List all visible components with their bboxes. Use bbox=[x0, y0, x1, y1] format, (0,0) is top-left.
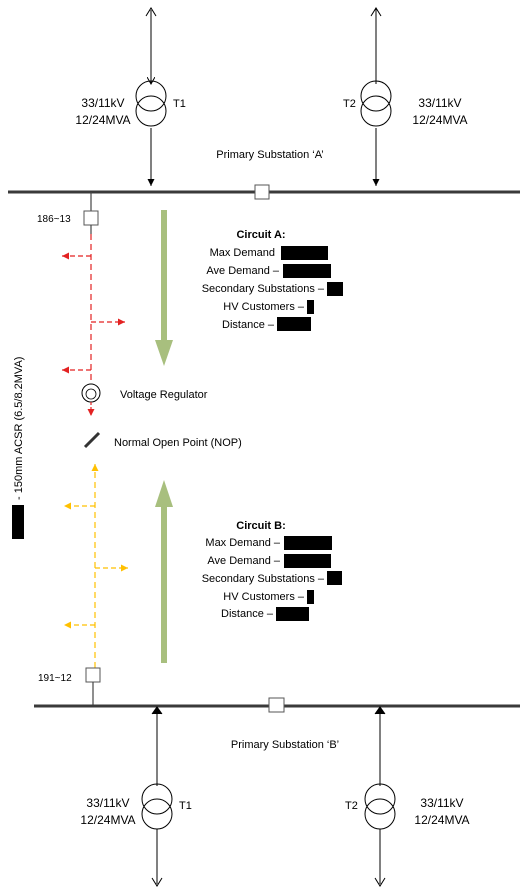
circuit-b-max-demand: Max Demand – bbox=[205, 537, 280, 549]
substation-a-title: Primary Substation ‘A’ bbox=[216, 149, 323, 161]
circuit-a-max-demand: Max Demand bbox=[210, 247, 275, 259]
t2-a-kv: 33/11kV bbox=[418, 96, 461, 110]
t1-a-winding-bottom bbox=[135, 95, 167, 127]
conductor-label: - 150mm ACSR (6.5/8.2MVA) bbox=[13, 357, 25, 500]
circuit-a-hv-customers-redaction bbox=[307, 300, 314, 314]
t2-a-winding-top bbox=[360, 80, 392, 112]
circuit-b-flow-shaft bbox=[161, 505, 167, 663]
t2-b-winding-top bbox=[364, 783, 396, 815]
circuit-b-flow-head bbox=[155, 480, 173, 507]
substation-b: Primary Substation ‘B’ T1 33/11kV 12/24M… bbox=[34, 697, 520, 887]
circuit-a-ave-demand: Ave Demand – bbox=[206, 265, 279, 277]
circuit-a-max-demand-redaction bbox=[281, 246, 328, 260]
conductor-redaction bbox=[12, 505, 24, 539]
t1-b-mva: 12/24MVA bbox=[80, 813, 135, 827]
substation-a: T1 33/11kV 12/24MVA T2 33/11kV 12/24MVA … bbox=[8, 7, 520, 200]
t2-a-label: T2 bbox=[343, 98, 356, 110]
circuit-b-title: Circuit B: bbox=[236, 520, 286, 532]
breaker-191-12-label: 191~12 bbox=[38, 673, 72, 684]
circuit-a-distance: Distance – bbox=[222, 319, 275, 331]
circuit-a-flow-head bbox=[155, 340, 173, 366]
t2-a-mva: 12/24MVA bbox=[412, 113, 467, 127]
circuit-b-ave-demand-redaction bbox=[284, 554, 331, 568]
flow-arrows bbox=[155, 210, 173, 663]
t1-b-down-arrow bbox=[151, 877, 163, 887]
circuit-b-secondary-substations: Secondary Substations – bbox=[202, 573, 325, 585]
t1-a-mva: 12/24MVA bbox=[75, 113, 130, 127]
substation-b-title: Primary Substation ‘B’ bbox=[231, 739, 339, 751]
t2-b-mva: 12/24MVA bbox=[414, 813, 469, 827]
breaker-191-12 bbox=[85, 667, 101, 683]
nop-switch-icon bbox=[83, 431, 101, 449]
circuit-b-hv-customers: HV Customers – bbox=[223, 591, 305, 603]
circuit-a-ave-demand-redaction bbox=[283, 264, 331, 278]
bus-coupler-b bbox=[268, 697, 285, 713]
circuit-a-title: Circuit A: bbox=[236, 229, 285, 241]
circuit-a-flow-shaft bbox=[161, 210, 167, 342]
circuit-b-hv-customers-redaction bbox=[307, 590, 314, 604]
circuit-b-distance: Distance – bbox=[221, 608, 274, 620]
t1-a-winding-top bbox=[135, 80, 167, 112]
circuit-b-secondary-redaction bbox=[327, 571, 342, 585]
circuit-a-secondary-substations: Secondary Substations – bbox=[202, 283, 325, 295]
circuit-a-hv-customers: HV Customers – bbox=[223, 301, 305, 313]
t2-b-label: T2 bbox=[345, 800, 358, 812]
circuit-a-distance-redaction bbox=[277, 317, 311, 331]
t2-a-winding-bottom bbox=[360, 95, 392, 127]
circuit-a-secondary-redaction bbox=[327, 282, 343, 296]
t1-b-label: T1 bbox=[179, 800, 192, 812]
bus-coupler-a bbox=[254, 184, 270, 200]
t1-a-incoming-arrow bbox=[145, 7, 157, 17]
voltage-regulator-inner bbox=[85, 388, 97, 400]
nop-label: Normal Open Point (NOP) bbox=[114, 437, 242, 449]
circuit-b-ave-demand: Ave Demand – bbox=[207, 555, 280, 567]
circuit-b-max-demand-redaction bbox=[284, 536, 332, 550]
t1-a-label: T1 bbox=[173, 98, 186, 110]
circuit-b-info: Circuit B: Max Demand – Ave Demand – Sec… bbox=[202, 520, 342, 621]
t2-b-kv: 33/11kV bbox=[420, 796, 463, 810]
breaker-186-13-label: 186~13 bbox=[37, 214, 71, 225]
breaker-186-13 bbox=[83, 210, 99, 226]
circuit-a-info: Circuit A: Max Demand Ave Demand – Secon… bbox=[202, 229, 343, 331]
circuit-b-distance-redaction bbox=[276, 607, 309, 621]
t1-a-kv: 33/11kV bbox=[81, 96, 124, 110]
t1-b-kv: 33/11kV bbox=[86, 796, 129, 810]
t1-b-winding-top bbox=[141, 783, 173, 815]
voltage-regulator-label: Voltage Regulator bbox=[120, 389, 208, 401]
feeder: 186~13 Voltage Regulator Normal Open Poi… bbox=[12, 192, 242, 706]
t2-b-down-arrow bbox=[374, 877, 386, 887]
